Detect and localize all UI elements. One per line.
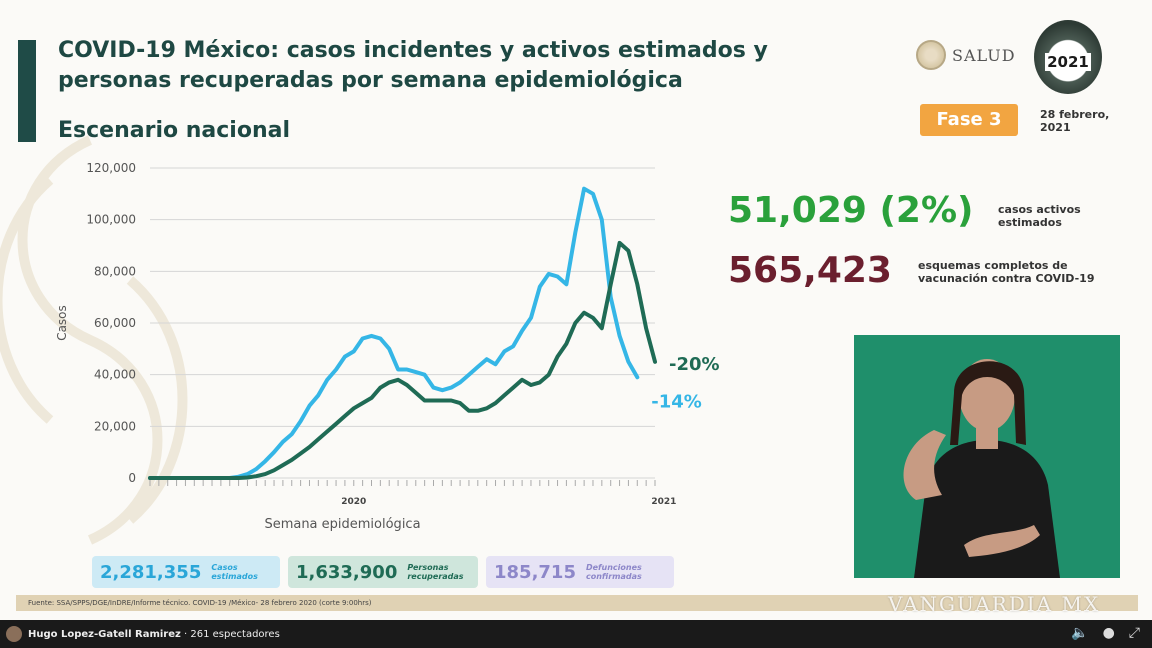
year-label: 2021	[651, 497, 676, 507]
summary-value: 1,633,900	[296, 561, 398, 583]
cases-line-chart: 0 20,000 40,000 60,000 80,000 100,000 120,000 2…	[55, 161, 720, 532]
salud-logo-text: SALUD	[952, 45, 1016, 65]
interpreter-figure	[903, 359, 1060, 578]
y-tick-label: 120,000	[86, 161, 136, 175]
stream-controls: 🔈 ● ⤢	[1071, 625, 1140, 641]
x-axis-label: Semana epidemiológica	[264, 517, 420, 532]
summary-box: 1,633,900 Personas recuperadas	[288, 556, 478, 588]
presenter-name[interactable]: Hugo Lopez-Gatell Ramirez	[28, 628, 181, 640]
slide-subtitle: Escenario nacional	[58, 118, 291, 143]
year-badge-text: 2021	[1045, 53, 1091, 71]
series-line	[148, 186, 640, 480]
active-cases-label: casos activos estimados	[998, 203, 1081, 229]
summary-box: 185,715 Defunciones confirmadas	[486, 556, 674, 588]
y-tick-label: 20,000	[94, 419, 136, 433]
salud-logo: SALUD	[916, 40, 1016, 70]
y-tick-label: 40,000	[94, 368, 136, 382]
summary-label: Personas recuperadas	[407, 563, 464, 581]
series-end-label: -20%	[669, 354, 720, 375]
summary-value: 2,281,355	[100, 561, 202, 583]
y-tick-label: 60,000	[94, 316, 136, 330]
separator: ·	[180, 628, 191, 640]
phase-badge: Fase 3	[920, 104, 1018, 136]
summary-box: 2,281,355 Casos estimados	[92, 556, 280, 588]
expand-icon[interactable]: ⤢	[1128, 625, 1140, 641]
year-badge-logo: 2021	[1034, 20, 1102, 94]
sign-language-interpreter-video	[854, 335, 1120, 578]
stream-info-bar: Hugo Lopez-Gatell Ramirez · 261 espectad…	[0, 620, 1152, 648]
slide: COVID-19 México: casos incidentes y acti…	[0, 0, 1152, 620]
series-line	[148, 240, 657, 480]
y-axis-label: Casos	[55, 305, 69, 341]
volume-icon[interactable]: 🔈	[1071, 625, 1089, 641]
year-label: 2020	[341, 497, 366, 507]
vaccination-value: 565,423	[728, 250, 892, 291]
series-end-label: -14%	[651, 391, 702, 412]
viewer-count: 261 espectadores	[190, 628, 280, 640]
summary-value: 185,715	[494, 561, 576, 583]
avatar[interactable]	[6, 626, 22, 642]
summary-label: Casos estimados	[211, 563, 258, 581]
active-cases-value: 51,029 (2%)	[728, 190, 974, 231]
summary-label: Defunciones confirmadas	[585, 563, 642, 581]
accent-bar	[18, 40, 36, 142]
y-tick-label: 0	[128, 471, 136, 485]
seal-icon	[916, 40, 946, 70]
source-footer: Fuente: SSA/SPPS/DGE/InDRE/Informe técni…	[16, 595, 1138, 611]
watermark: VANGUARDIA MX	[888, 592, 1101, 616]
slide-date: 28 febrero, 2021	[1040, 108, 1110, 134]
y-tick-label: 100,000	[86, 213, 136, 227]
y-tick-label: 80,000	[94, 264, 136, 278]
decorative-pattern	[0, 135, 188, 545]
location-icon[interactable]: ●	[1102, 625, 1115, 641]
vaccination-label: esquemas completos de vacunación contra …	[918, 259, 1095, 285]
slide-title: COVID-19 México: casos incidentes y acti…	[58, 38, 768, 93]
